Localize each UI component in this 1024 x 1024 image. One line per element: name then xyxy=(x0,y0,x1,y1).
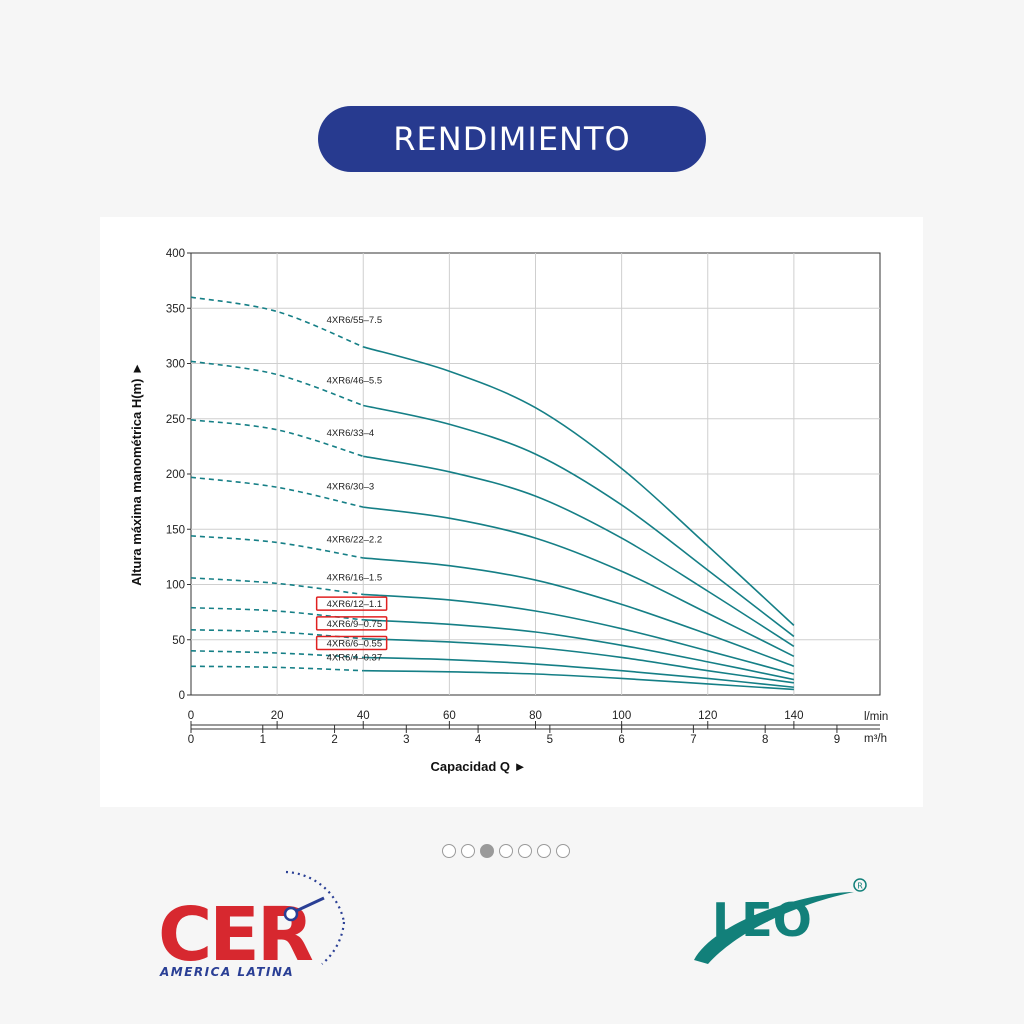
series-line-dashed-9 xyxy=(190,650,364,659)
performance-chart: 0 50 100 150 200 250 300 350 400 0 20 40 60 80 100 120 1… xyxy=(100,217,923,807)
x2-tick-label-5: 5 xyxy=(547,734,553,746)
series-line-dashed-4 xyxy=(190,476,364,508)
x-tick-label-40: 40 xyxy=(357,710,370,722)
x-tick-label-100: 100 xyxy=(612,710,631,722)
x-axis-unit-lmin: l/min xyxy=(864,711,888,723)
series-line-3 xyxy=(363,455,795,648)
carousel-pagination xyxy=(442,844,570,858)
series-line-dashed-5 xyxy=(190,535,364,559)
series-line-7 xyxy=(363,619,795,681)
svg-text:R: R xyxy=(857,882,863,891)
page-title: RENDIMIENTO xyxy=(318,106,706,172)
series-label-highlight-7 xyxy=(315,596,388,611)
x-tick-label-0: 0 xyxy=(188,710,194,722)
x-axis-title: Capacidad Q ► xyxy=(431,759,527,774)
series-line-10 xyxy=(363,669,794,691)
series-line-dashed-10 xyxy=(190,665,364,672)
y-axis-title: Altura máxima manométrica H(m) ► xyxy=(129,362,144,586)
series-line-4 xyxy=(363,506,795,658)
series-line-2 xyxy=(363,404,795,638)
y-tick-label-300: 300 xyxy=(166,359,185,371)
series-label-3: 4XR6/33–4 xyxy=(327,428,375,439)
x2-tick-label-7: 7 xyxy=(690,734,696,746)
y-tick-label-0: 0 xyxy=(179,690,185,702)
series-line-6 xyxy=(363,593,795,675)
x2-tick-label-0: 0 xyxy=(188,734,194,746)
series-label-1: 4XR6/55–7.5 xyxy=(327,315,382,326)
carousel-dot-1[interactable] xyxy=(442,844,456,858)
x2-tick-label-2: 2 xyxy=(331,734,337,746)
carousel-dot-3[interactable] xyxy=(480,844,494,858)
leo-logo: LEO R xyxy=(694,878,867,964)
series-label-highlight-8 xyxy=(315,616,388,631)
y-tick-label-100: 100 xyxy=(166,580,185,592)
x-tick-label-80: 80 xyxy=(529,710,542,722)
x2-tick-label-3: 3 xyxy=(403,734,409,746)
carousel-dot-6[interactable] xyxy=(537,844,551,858)
x-tick-label-20: 20 xyxy=(271,710,284,722)
x2-tick-label-9: 9 xyxy=(834,734,840,746)
series-line-8 xyxy=(363,637,794,684)
x2-tick-label-4: 4 xyxy=(475,734,482,746)
series-line-5 xyxy=(363,557,795,668)
series-line-1 xyxy=(363,346,795,626)
x-tick-label-140: 140 xyxy=(784,710,803,722)
y-tick-label-250: 250 xyxy=(166,414,185,426)
series-label-5: 4XR6/22–2.2 xyxy=(327,534,382,545)
series-label-2: 4XR6/46–5.5 xyxy=(327,375,382,386)
series-line-dashed-7 xyxy=(190,606,364,621)
series-label-6: 4XR6/16–1.5 xyxy=(327,573,382,584)
carousel-dot-2[interactable] xyxy=(461,844,475,858)
series-label-8: 4XR6/9–0.75 xyxy=(327,619,382,630)
series-label-9: 4XR6/6–0.55 xyxy=(327,639,382,650)
carousel-dot-7[interactable] xyxy=(556,844,570,858)
x2-tick-label-6: 6 xyxy=(618,734,624,746)
x-tick-label-60: 60 xyxy=(443,710,456,722)
x-axis-unit-m3h: m³/h xyxy=(864,733,887,745)
series-line-dashed-1 xyxy=(190,296,364,348)
carousel-dot-4[interactable] xyxy=(499,844,513,858)
series-line-dashed-3 xyxy=(190,419,364,458)
series-label-7: 4XR6/12–1.1 xyxy=(327,599,382,610)
leo-logo-text: LEO xyxy=(712,893,812,947)
x2-tick-label-1: 1 xyxy=(260,734,266,746)
y-tick-label-400: 400 xyxy=(166,248,185,260)
y-tick-label-350: 350 xyxy=(166,303,185,315)
y-tick-label-150: 150 xyxy=(166,524,185,536)
series-line-dashed-2 xyxy=(190,360,364,407)
cer-logo-text: CER xyxy=(158,892,313,978)
cer-logo-subtitle: AMERICA LATINA xyxy=(159,965,294,979)
cer-america-latina-logo: CER AMERICA LATINA xyxy=(158,870,346,979)
x2-tick-label-8: 8 xyxy=(762,734,768,746)
x-tick-label-120: 120 xyxy=(698,710,717,722)
series-label-10: 4XR6/4–0.37 xyxy=(327,652,382,663)
series-label-4: 4XR6/30–3 xyxy=(327,482,375,493)
y-tick-label-200: 200 xyxy=(166,469,185,481)
carousel-dot-5[interactable] xyxy=(518,844,532,858)
series-line-9 xyxy=(363,656,794,689)
series-line-dashed-8 xyxy=(190,629,364,640)
y-tick-label-50: 50 xyxy=(172,635,185,647)
series-label-highlight-9 xyxy=(315,635,388,651)
series-line-dashed-6 xyxy=(190,577,364,596)
